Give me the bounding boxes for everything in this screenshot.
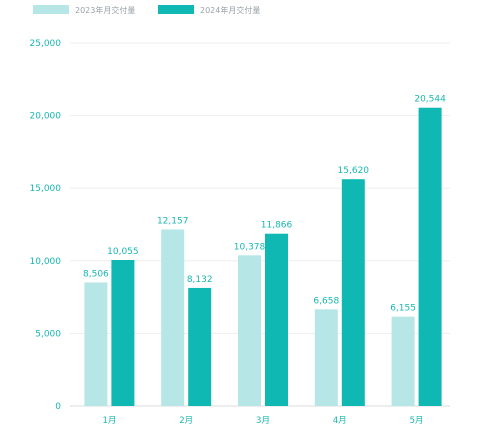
bar-1-3 xyxy=(238,255,261,406)
y-tick-label-5: 25,000 xyxy=(30,39,62,49)
y-tick-label-0: 0 xyxy=(55,402,61,412)
x-category-label-5: 5月 xyxy=(410,416,424,426)
data-label-2-4: 15,620 xyxy=(338,166,370,176)
x-axis-category-labels: 1月 2月 3月 4月 5月 xyxy=(102,416,423,426)
legend-swatch-1 xyxy=(33,5,69,14)
data-label-1-5: 6,155 xyxy=(390,304,416,314)
bar-1-5 xyxy=(391,316,415,406)
x-category-label-2: 2月 xyxy=(179,416,193,426)
y-tick-label-2: 10,000 xyxy=(30,257,62,267)
data-label-1-4: 6,658 xyxy=(313,296,339,306)
bar-2-1 xyxy=(111,260,135,406)
data-label-2-1: 10,055 xyxy=(107,247,139,257)
data-label-1-1: 8,506 xyxy=(83,269,109,279)
data-label-1-2: 12,157 xyxy=(157,216,189,226)
data-label-2-2: 8,132 xyxy=(187,275,213,285)
bar-2-3 xyxy=(265,233,288,406)
bar-1-2 xyxy=(161,229,185,406)
legend-swatch-2 xyxy=(158,5,194,14)
y-axis-tick-labels: 0 5,000 10,000 15,000 20,000 25,000 xyxy=(30,39,62,412)
bar-1-1 xyxy=(84,282,108,406)
x-category-label-1: 1月 xyxy=(102,416,116,426)
bar-2-4 xyxy=(341,179,365,406)
data-label-1-3: 10,378 xyxy=(234,242,266,252)
bar-2-2 xyxy=(188,287,212,406)
y-tick-label-4: 20,000 xyxy=(30,112,62,122)
y-tick-label-3: 15,000 xyxy=(30,184,62,194)
x-category-label-3: 3月 xyxy=(256,416,270,426)
legend-label-2: 2024年月交付量 xyxy=(200,5,260,15)
chart-bars xyxy=(84,107,442,407)
legend-label-1: 2023年月交付量 xyxy=(75,5,135,15)
data-label-2-3: 11,866 xyxy=(261,221,293,231)
chart-legend: 2023年月交付量 2024年月交付量 xyxy=(33,5,260,15)
x-category-label-4: 4月 xyxy=(333,416,347,426)
chart-data-labels: 8,506 10,055 12,157 8,132 10,378 11,866 6,658 1… xyxy=(83,95,446,314)
bar-1-4 xyxy=(314,309,338,406)
y-tick-label-1: 5,000 xyxy=(35,329,61,339)
data-label-2-5: 20,544 xyxy=(414,95,446,105)
bar-2-5 xyxy=(418,107,442,407)
